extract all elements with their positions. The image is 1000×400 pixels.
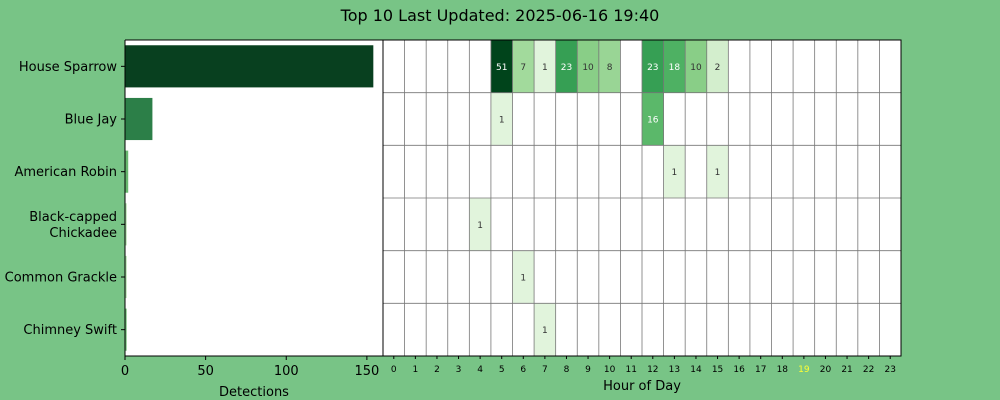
heatmap-x-tick-label: 4 bbox=[477, 365, 483, 375]
heatmap-cell bbox=[685, 40, 707, 93]
bar-category-label: American Robin bbox=[14, 165, 117, 180]
bar bbox=[125, 150, 129, 193]
heatmap-cell bbox=[490, 40, 513, 93]
heatmap-cell-value: 1 bbox=[672, 168, 678, 178]
heatmap-cell bbox=[706, 40, 729, 93]
bar-x-tick-label: 50 bbox=[197, 364, 214, 379]
bar-category-label: Blue Jay bbox=[65, 113, 118, 128]
bar bbox=[125, 97, 153, 141]
heatmap-x-tick-label: 7 bbox=[542, 365, 548, 375]
heatmap-cell bbox=[534, 303, 556, 356]
heatmap-cell-value: 1 bbox=[542, 326, 548, 336]
heatmap-cell bbox=[642, 92, 664, 146]
heatmap-cell bbox=[534, 40, 556, 93]
heatmap-cell-value: 10 bbox=[582, 63, 594, 73]
heatmap-x-tick-label: 22 bbox=[863, 365, 874, 375]
heatmap-x-tick-label: 20 bbox=[820, 365, 832, 375]
heatmap-x-tick-label: 19 bbox=[798, 365, 810, 375]
heatmap-cell-value: 7 bbox=[520, 63, 526, 73]
heatmap-x-tick-label: 12 bbox=[647, 365, 658, 375]
bar-x-axis-label: Detections bbox=[219, 385, 289, 400]
heatmap-x-tick-label: 14 bbox=[690, 365, 702, 375]
bar-plot-area bbox=[125, 40, 383, 356]
heatmap-cell bbox=[663, 145, 686, 198]
heatmap-border bbox=[382, 39, 902, 357]
heatmap-x-tick-label: 5 bbox=[499, 365, 505, 375]
heatmap-cell-value: 1 bbox=[715, 168, 721, 178]
heatmap-x-tick-label: 8 bbox=[564, 365, 570, 375]
heatmap-x-tick-label: 23 bbox=[884, 365, 895, 375]
heatmap-x-tick-label: 10 bbox=[604, 365, 616, 375]
heatmap-x-tick-label: 0 bbox=[391, 365, 397, 375]
heatmap-cell-value: 2 bbox=[715, 63, 721, 73]
heatmap-x-tick-label: 6 bbox=[520, 365, 526, 375]
heatmap-cell bbox=[577, 40, 599, 93]
bar bbox=[125, 255, 127, 299]
heatmap-x-tick-label: 21 bbox=[841, 365, 852, 375]
bar-category-label: House Sparrow bbox=[19, 60, 117, 75]
heatmap-cell bbox=[598, 40, 621, 93]
bar-chart: House Sparrow Blue Jay American Robin Black… bbox=[5, 39, 383, 400]
heatmap-x-tick-label: 18 bbox=[777, 365, 789, 375]
bar-category-label: Black-capped Chickadee bbox=[29, 210, 117, 241]
heatmap-x-tick-label: 3 bbox=[456, 365, 462, 375]
heatmap-cell bbox=[469, 198, 491, 251]
heatmap-x-tick-label: 17 bbox=[755, 365, 766, 375]
heatmap-cell-value: 51 bbox=[496, 63, 507, 73]
heatmap-x-tick-label: 13 bbox=[669, 365, 680, 375]
bar-category-label: Common Grackle bbox=[5, 271, 117, 286]
heatmap-cell-value: 1 bbox=[542, 63, 548, 73]
heatmap-cell bbox=[706, 145, 729, 198]
heatmap-cell-value: 8 bbox=[607, 63, 613, 73]
bar-x-tick-label: 0 bbox=[121, 364, 129, 379]
bar-category-label: Chimney Swift bbox=[23, 323, 117, 338]
heatmap-cell-value: 18 bbox=[669, 63, 681, 73]
heatmap-x-tick-label: 2 bbox=[434, 365, 440, 375]
bar-x-tick-label: 150 bbox=[354, 364, 379, 379]
heatmap-cell bbox=[512, 250, 535, 304]
heatmap-cell-value: 1 bbox=[477, 221, 483, 231]
heatmap-cell bbox=[555, 40, 578, 93]
heatmap-x-tick-label: 11 bbox=[625, 365, 636, 375]
bar bbox=[125, 203, 127, 246]
heatmap-cell-value: 23 bbox=[647, 63, 658, 73]
heatmap-cell-value: 10 bbox=[690, 63, 702, 73]
chart-title: Top 10 Last Updated: 2025-06-16 19:40 bbox=[340, 6, 660, 25]
bar bbox=[125, 45, 374, 88]
heatmap-x-axis-label: Hour of Day bbox=[603, 379, 681, 394]
heatmap-x-tick-label: 1 bbox=[413, 365, 419, 375]
heatmap-cell-value: 23 bbox=[561, 63, 572, 73]
heatmap-x-tick-label: 16 bbox=[733, 365, 745, 375]
heatmap-cell bbox=[642, 40, 664, 93]
bar-x-tick-label: 100 bbox=[274, 364, 299, 379]
heatmap-cell bbox=[512, 40, 535, 93]
heatmap-cell-value: 1 bbox=[499, 116, 505, 126]
heatmap-cell-value: 16 bbox=[647, 116, 659, 126]
heatmap-cell bbox=[490, 92, 513, 146]
bar bbox=[125, 308, 127, 351]
heatmap-x-tick-label: 9 bbox=[585, 365, 591, 375]
heatmap-cell bbox=[663, 40, 686, 93]
heatmap-x-tick-label: 15 bbox=[712, 365, 723, 375]
heatmap-cell-value: 1 bbox=[520, 274, 526, 284]
